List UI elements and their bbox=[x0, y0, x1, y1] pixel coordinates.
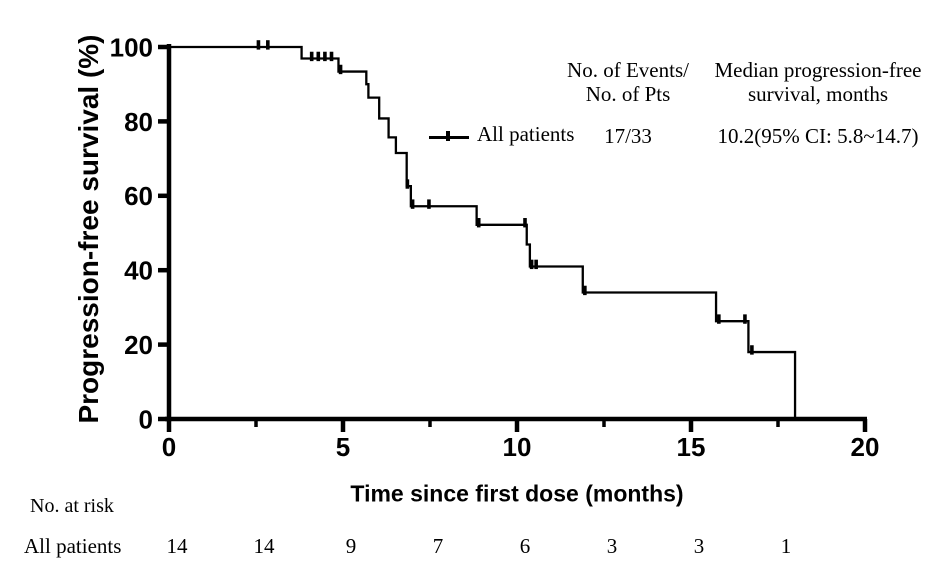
x-axis-title: Time since first dose (months) bbox=[350, 480, 684, 507]
censor-tick-mark bbox=[256, 40, 261, 50]
censor-tick-mark bbox=[316, 51, 321, 62]
x-tick-label: 15 bbox=[677, 432, 706, 462]
censor-tick-mark bbox=[405, 179, 410, 189]
median-header-line2: survival, months bbox=[748, 82, 888, 106]
censor-tick-mark bbox=[743, 314, 747, 324]
median-column-header: Median progression-free survival, months bbox=[688, 58, 931, 106]
y-tick-label: 20 bbox=[124, 330, 153, 360]
at-risk-value: 7 bbox=[432, 534, 444, 558]
x-tick-label: 5 bbox=[336, 432, 350, 462]
censor-tick-mark bbox=[529, 259, 534, 270]
censor-tick-mark bbox=[309, 51, 314, 62]
at-risk-row-label: All patients bbox=[24, 534, 122, 558]
y-tick-label: 40 bbox=[124, 256, 153, 286]
legend-series-label: All patients bbox=[477, 122, 575, 146]
censor-tick-mark bbox=[329, 51, 334, 62]
y-tick-label: 80 bbox=[124, 107, 153, 137]
y-tick-label: 60 bbox=[124, 181, 153, 211]
legend-censor-marker-icon bbox=[429, 131, 469, 142]
legend-marker-tick bbox=[446, 131, 450, 141]
median-value: 10.2(95% CI: 5.8~14.7) bbox=[717, 124, 919, 148]
censor-tick-mark bbox=[410, 199, 415, 209]
y-axis-title: Progression-free survival (%) bbox=[73, 34, 104, 424]
censor-tick-mark bbox=[323, 51, 327, 62]
censor-tick-mark bbox=[534, 259, 538, 270]
censor-tick-mark bbox=[750, 345, 754, 355]
at-risk-value: 14 bbox=[253, 534, 275, 558]
y-tick-label: 0 bbox=[139, 404, 153, 434]
at-risk-title: No. at risk bbox=[30, 495, 114, 517]
at-risk-value: 14 bbox=[166, 534, 188, 558]
at-risk-value: 6 bbox=[519, 534, 531, 558]
events-column-header: No. of Events/ No. of Pts bbox=[518, 58, 738, 106]
censor-tick-mark bbox=[338, 64, 343, 75]
at-risk-value: 9 bbox=[345, 534, 357, 558]
x-tick-label: 20 bbox=[851, 432, 880, 462]
at-risk-value: 3 bbox=[693, 534, 705, 558]
censor-tick-mark bbox=[583, 285, 587, 296]
censor-tick-mark bbox=[266, 40, 270, 50]
censor-tick-mark bbox=[427, 199, 431, 209]
x-tick-label: 10 bbox=[503, 432, 532, 462]
at-risk-value: 1 bbox=[780, 534, 792, 558]
censor-tick-mark bbox=[476, 218, 481, 228]
events-header-line1: No. of Events/ bbox=[567, 58, 689, 82]
y-tick-label: 100 bbox=[110, 32, 153, 62]
events-value: 17/33 bbox=[604, 124, 652, 148]
censor-tick-mark bbox=[523, 218, 527, 228]
at-risk-value: 3 bbox=[606, 534, 618, 558]
median-header-line1: Median progression-free bbox=[714, 58, 922, 82]
censor-tick-mark bbox=[717, 314, 721, 324]
events-header-line2: No. of Pts bbox=[585, 82, 671, 106]
x-tick-label: 0 bbox=[162, 432, 176, 462]
